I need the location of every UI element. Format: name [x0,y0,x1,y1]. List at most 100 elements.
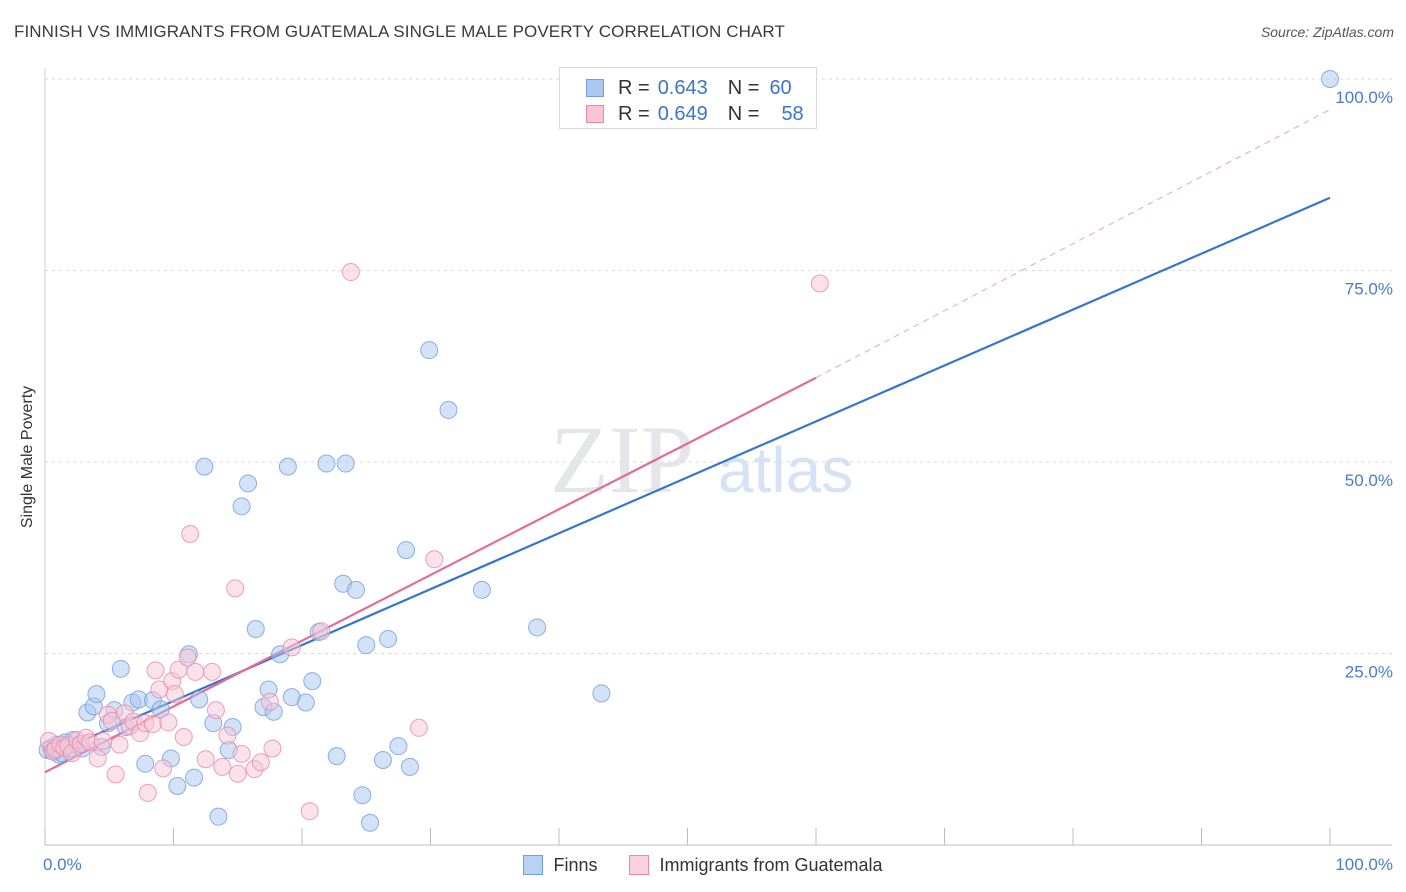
gridlines [45,78,1392,654]
trend-lines [44,109,1331,774]
finns-point [246,619,265,638]
finns-point [389,737,408,756]
guatemala-swatch [586,105,604,123]
guatemala-point [165,685,184,704]
axes [44,68,1392,846]
finns-point [528,618,547,637]
guatemala-point [282,638,301,657]
source-label: Source: ZipAtlas.com [1260,24,1394,40]
finns-point [400,757,419,776]
r-value: 0.643 [657,76,708,99]
finns-point [111,659,130,678]
r-label: R = [618,102,650,125]
r-value: 0.649 [657,102,708,125]
guatemala-point [218,726,237,745]
watermark-zip: ZIP [550,406,694,513]
finns-point [232,497,251,516]
finns-point [420,341,439,360]
guatemala-point [138,783,157,802]
legend-row-finns: R = 0.643 N = 60 [586,76,792,100]
guatemala-point [146,661,165,680]
guatemala-point [203,662,222,681]
guatemala-point [341,263,360,282]
guatemala-legend-swatch [629,855,650,875]
finns-point [592,684,611,703]
finns-swatch [586,79,604,97]
finns-point [136,754,155,773]
legend-item-finns: Finns [523,855,597,876]
x-tick-label: 0.0% [43,855,82,874]
finns-point [195,457,214,476]
guatemala-point [300,802,319,821]
guatemala-trend-extension [815,109,1331,379]
y-tick-label: 100.0% [1335,88,1393,107]
finns-point [209,807,228,826]
finns-point [373,750,392,769]
finns-point [353,786,372,805]
finns-point [303,672,322,691]
finns-point [397,541,416,560]
finns-point [472,580,491,599]
n-value: 58 [781,102,804,125]
y-tick-label: 75.0% [1345,280,1393,299]
correlation-legend: R = 0.643 N = 60 R = 0.649 N = 58 [559,67,817,129]
legend-item-guatemala: Immigrants from Guatemala [629,854,883,876]
finns-point [239,474,258,493]
guatemala-point [213,757,232,776]
guatemala-point [178,648,197,667]
finns-point [168,777,187,796]
finns-point [87,685,106,704]
finns-point [296,693,315,712]
guatemala-point [409,718,428,737]
guatemala-point [263,739,282,758]
guatemala-point [228,764,247,783]
legend-row-guatemala: R = 0.649 N = 58 [586,102,804,126]
finns-point [439,400,458,419]
n-label: N = [727,76,760,99]
guatemala-trend-line [44,376,817,774]
guatemala-point [154,759,173,778]
guatemala-point [110,735,129,754]
tick-labels: 25.0% 50.0% 75.0% 100.0% 0.0% 100.0% [43,88,1393,874]
finns-point [357,636,376,655]
guatemala-point [260,692,279,711]
n-value: 60 [769,76,792,99]
series-legend: Finns Immigrants from Guatemala [0,852,1406,878]
finns-legend-label: Finns [553,854,598,875]
r-label: R = [618,76,650,99]
guatemala-legend-label: Immigrants from Guatemala [659,854,883,875]
guatemala-point [232,744,251,763]
guatemala-point [88,749,107,768]
watermark-atlas: atlas [718,434,853,506]
guatemala-point [425,550,444,569]
guatemala-point [810,274,829,293]
guatemala-point [312,622,331,641]
guatemala-point [174,727,193,746]
x-tick-label: 100.0% [1335,855,1393,874]
finns-point [190,690,209,709]
finns-legend-swatch [523,855,544,875]
finns-point [1321,70,1339,88]
guatemala-point [181,525,200,544]
finns-point [336,454,355,473]
finns-point [185,768,204,787]
n-label: N = [727,102,760,125]
guatemala-point [159,713,178,732]
finns-point [346,580,365,599]
guatemala-point [186,662,205,681]
chart-title: FINNISH VS IMMIGRANTS FROM GUATEMALA SIN… [14,22,785,41]
y-tick-label: 50.0% [1345,471,1393,490]
guatemala-point [251,753,270,772]
finns-point [278,457,297,476]
guatemala-point [196,750,215,769]
guatemala-point [226,579,245,598]
y-tick-label: 25.0% [1345,663,1393,682]
guatemala-point [143,714,162,733]
data-points [38,70,1339,832]
finns-point [327,747,346,766]
finns-point [379,629,398,648]
guatemala-point [206,701,225,720]
guatemala-point [93,731,112,750]
finns-point [317,454,336,473]
